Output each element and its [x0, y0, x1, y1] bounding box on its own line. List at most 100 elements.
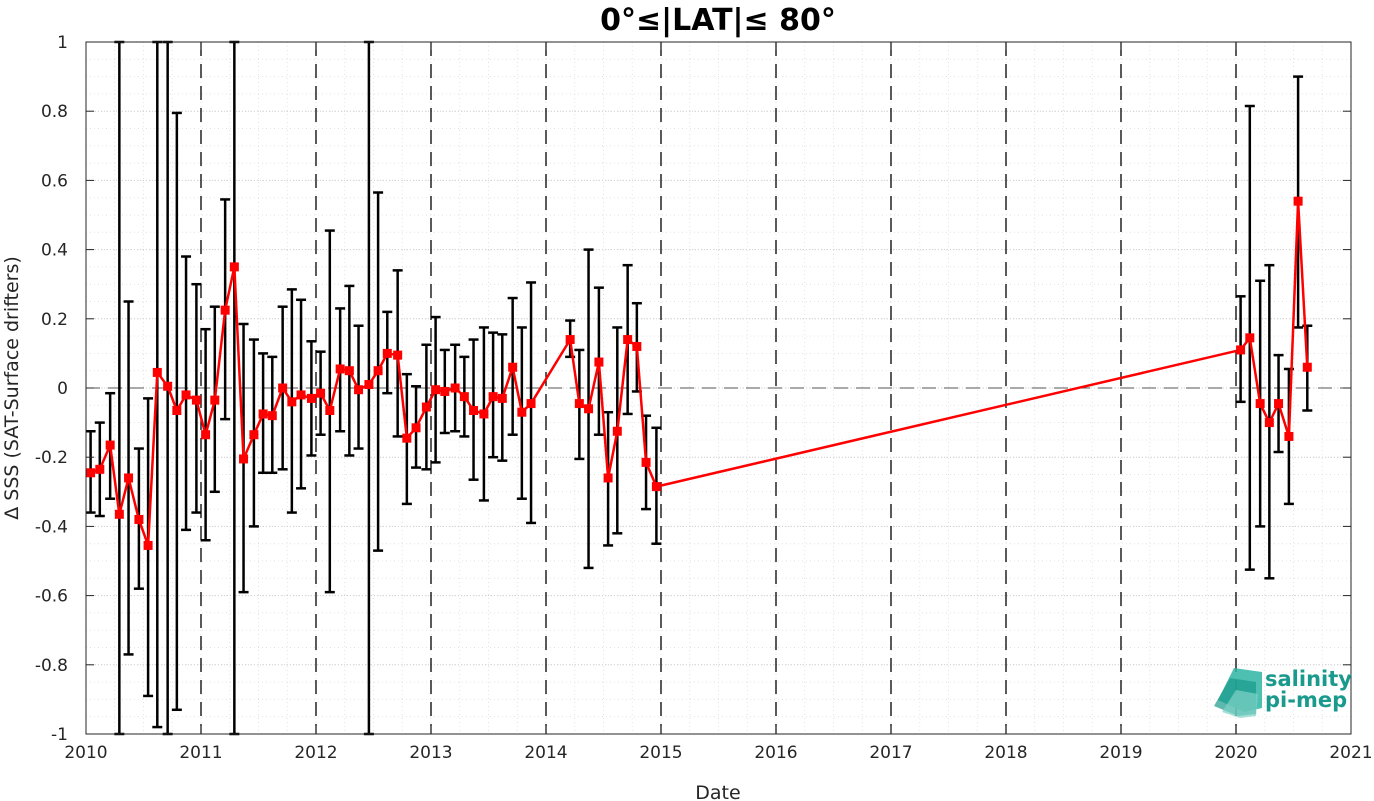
data-point — [402, 433, 412, 443]
data-point — [1264, 418, 1274, 428]
data-point — [344, 366, 354, 376]
data-point — [258, 409, 268, 419]
data-point — [479, 409, 489, 419]
x-tick-label: 2010 — [64, 743, 107, 763]
data-point — [1236, 345, 1246, 355]
data-point — [172, 405, 182, 415]
data-point — [393, 350, 403, 360]
data-point — [450, 383, 460, 393]
data-point — [641, 457, 651, 467]
x-tick-label: 2014 — [524, 743, 567, 763]
data-point — [181, 390, 191, 400]
data-point — [594, 357, 604, 367]
y-tick-label: -0.6 — [35, 587, 68, 607]
data-point — [497, 393, 507, 403]
x-tick-label: 2016 — [754, 743, 797, 763]
data-point — [201, 430, 211, 440]
data-point — [469, 405, 479, 415]
y-tick-label: -0.4 — [35, 517, 68, 537]
data-point — [584, 404, 594, 414]
x-tick-label: 2013 — [409, 743, 452, 763]
data-point — [354, 385, 364, 395]
data-point — [612, 426, 622, 436]
logo-mark-icon — [1214, 668, 1262, 718]
data-point — [651, 482, 661, 492]
y-tick-label: 0.2 — [41, 310, 68, 330]
data-point — [431, 385, 441, 395]
data-point — [210, 395, 220, 405]
data-point — [459, 392, 469, 402]
y-tick-label: -0.2 — [35, 448, 68, 468]
data-point — [267, 411, 277, 421]
data-point — [421, 402, 431, 412]
x-tick-label: 2017 — [869, 743, 912, 763]
data-point — [1245, 333, 1255, 343]
year-markers — [200, 42, 1237, 734]
salinity-pi-mep-logo: salinity pi-mep — [1214, 667, 1352, 718]
series-markers — [86, 196, 1312, 550]
data-point — [488, 392, 498, 402]
data-point — [603, 473, 613, 483]
data-point — [306, 393, 316, 403]
data-point — [114, 509, 124, 519]
x-axis: 2010 2011 2012 2013 2014 2015 2016 2017 2018 2019… — [64, 42, 1373, 763]
y-tick-label: 0 — [57, 379, 68, 399]
data-point — [517, 407, 527, 417]
data-point — [287, 397, 297, 407]
data-point — [278, 383, 288, 393]
data-point — [411, 423, 421, 433]
data-point — [526, 399, 536, 409]
data-point — [632, 341, 642, 351]
x-tick-label: 2019 — [1099, 743, 1142, 763]
y-axis: 1 0.8 0.6 0.4 0.2 0 -0.2 -0.4 -0.6 -0.8 -1 — [35, 33, 1351, 745]
data-point — [124, 473, 134, 483]
data-point — [1255, 399, 1265, 409]
logo-line1: salinity — [1265, 667, 1352, 691]
y-tick-label: 0.4 — [41, 241, 68, 261]
y-tick-label: -0.8 — [35, 656, 68, 676]
data-point — [1284, 431, 1294, 441]
y-tick-label: 0.8 — [41, 102, 68, 122]
data-point — [623, 335, 633, 345]
data-point — [574, 399, 584, 409]
data-point — [382, 348, 392, 358]
x-tick-label: 2021 — [1329, 743, 1372, 763]
data-point — [163, 381, 173, 391]
data-point — [220, 305, 230, 315]
data-point — [1274, 399, 1284, 409]
data-point — [86, 468, 96, 478]
data-point — [440, 386, 450, 396]
data-point — [1302, 362, 1312, 372]
data-point — [1293, 196, 1303, 206]
x-tick-label: 2011 — [179, 743, 222, 763]
y-tick-label: 0.6 — [41, 171, 68, 191]
x-tick-label: 2012 — [294, 743, 337, 763]
data-point — [565, 335, 575, 345]
data-point — [373, 366, 383, 376]
data-point — [249, 430, 259, 440]
data-point — [364, 380, 374, 390]
x-axis-label: Date — [695, 782, 740, 801]
x-tick-label: 2018 — [984, 743, 1027, 763]
data-point — [95, 464, 105, 474]
data-point — [134, 514, 144, 524]
y-axis-label: Δ SSS (SAT-Surface drifters) — [1, 256, 23, 520]
y-tick-label: 1 — [57, 33, 68, 53]
data-point — [508, 362, 518, 372]
data-point — [296, 390, 306, 400]
data-point — [335, 364, 345, 374]
x-tick-label: 2015 — [639, 743, 682, 763]
logo-line2: pi-mep — [1265, 688, 1347, 712]
data-point — [105, 440, 115, 450]
data-point — [143, 540, 153, 550]
y-tick-label: -1 — [51, 725, 68, 745]
data-point — [191, 395, 201, 405]
data-point — [316, 388, 326, 398]
data-point — [325, 405, 335, 415]
x-tick-label: 2020 — [1214, 743, 1257, 763]
data-point — [152, 367, 162, 377]
data-point — [229, 262, 239, 272]
chart-title: 0°≤|LAT|≤ 80° — [600, 3, 836, 38]
data-point — [239, 454, 249, 464]
